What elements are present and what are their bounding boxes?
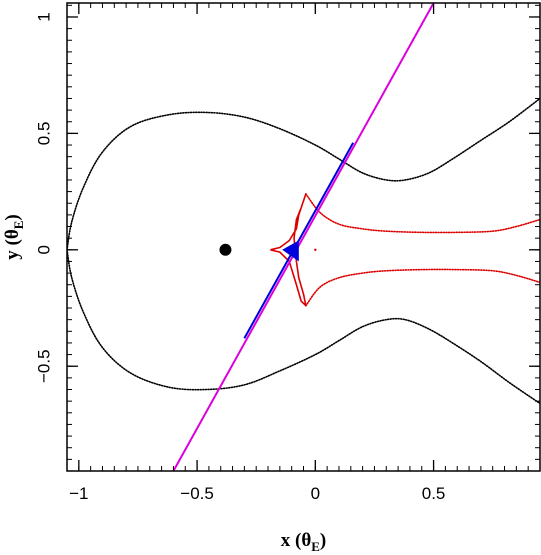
lens-point [219, 243, 232, 256]
y-tick-label: −0.5 [34, 349, 53, 383]
plot-area [67, 3, 540, 471]
y-axis-label: y (θE) [2, 214, 26, 260]
source-marker [282, 240, 299, 262]
source-trajectory [172, 3, 435, 471]
x-tick-label: −1 [69, 484, 88, 503]
x-tick-label: −0.5 [180, 484, 214, 503]
x-tick-label: 0 [311, 484, 320, 503]
x-tick-label: 0.5 [422, 484, 446, 503]
axis-ticks [66, 3, 541, 471]
x-axis-label: x (θE) [281, 530, 327, 554]
y-tick-label: 1 [34, 12, 53, 21]
caustic-central [270, 193, 307, 307]
critical-curve-lower [67, 249, 540, 405]
caustic-upper-tail [305, 193, 540, 234]
caustic-lower-tail [305, 268, 540, 307]
trajectory-highlight [243, 142, 355, 339]
tick-labels: −1 −0.5 0 0.5 −0.5 0 0.5 1 [34, 12, 445, 503]
plot-frame [66, 2, 541, 472]
y-tick-label: 0.5 [34, 122, 53, 146]
critical-curve-upper [67, 97, 540, 251]
caustic-point [314, 248, 317, 252]
y-tick-label: 0 [34, 245, 53, 254]
